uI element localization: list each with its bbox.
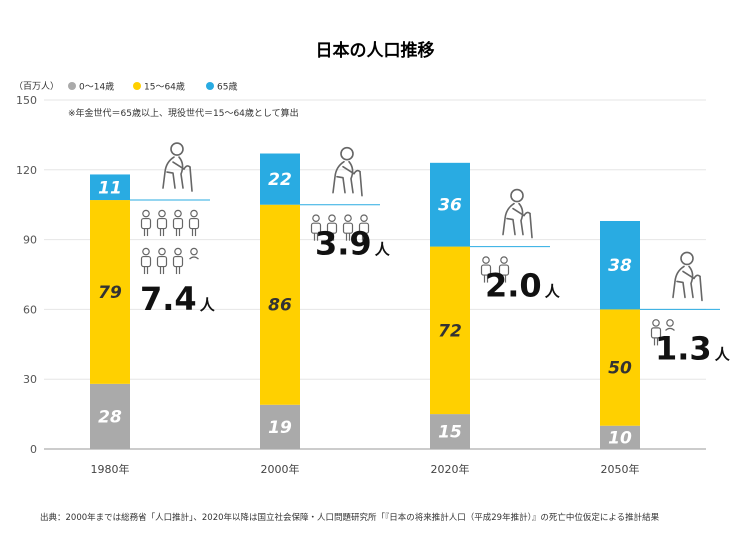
data-label: 15 <box>438 423 462 443</box>
bar-segment <box>90 383 130 449</box>
data-label: 50 <box>608 359 632 379</box>
chart-title: 日本の人口推移 <box>316 40 435 61</box>
ratio-label: 1.3 人 <box>655 329 731 367</box>
ratio-value: 7.4 <box>140 280 197 318</box>
y-axis-unit: （百万人） <box>14 81 59 92</box>
ratio-value: 3.9 <box>315 225 372 263</box>
data-label: 10 <box>608 428 632 448</box>
ratio-label: 7.4 人 <box>140 280 216 318</box>
legend-label: 65歳 <box>217 81 237 93</box>
chart-note: ※年金世代＝65歳以上、現役世代＝15〜64歳として算出 <box>68 107 299 119</box>
person-icon <box>342 214 354 241</box>
bar-segment <box>90 174 130 201</box>
person-icon <box>480 256 492 283</box>
person-icon <box>358 214 370 241</box>
bar-segment <box>430 414 470 449</box>
grid: 0 30 60 90 120 150 <box>16 94 706 456</box>
legend: 0〜14歳 15〜64歳 65歳 <box>68 81 237 93</box>
x-tick-label: 2020年 <box>431 462 470 476</box>
data-label: 38 <box>608 256 632 276</box>
bar-segment <box>260 204 300 405</box>
person-icon <box>498 256 510 283</box>
person-icon <box>188 209 200 237</box>
ratio-label: 3.9 人 <box>315 225 391 263</box>
legend-swatch <box>206 82 214 90</box>
y-tick-label: 90 <box>23 234 37 247</box>
source-note: 出典：2000年までは総務省「人口推計」、2020年以降は国立社会保障・人口問題… <box>40 512 660 523</box>
person-icon <box>172 247 184 275</box>
y-tick-label: 120 <box>16 164 37 177</box>
bar-segment <box>600 425 640 449</box>
y-tick-label: 30 <box>23 373 37 386</box>
bar-segment <box>90 200 130 384</box>
bar-segment <box>260 404 300 449</box>
elderly-person-icon <box>162 142 193 192</box>
person-icon <box>650 319 662 346</box>
data-label: 86 <box>268 296 292 316</box>
data-label: 72 <box>438 321 462 341</box>
legend-swatch <box>133 82 141 90</box>
ratio-unit: 人 <box>375 241 391 259</box>
person-icon <box>156 247 168 275</box>
elderly-person-icon <box>502 188 533 239</box>
bar-segment <box>430 246 470 415</box>
bar-segment <box>600 309 640 426</box>
data-label: 11 <box>98 178 122 198</box>
x-tick-label: 1980年 <box>91 462 130 476</box>
ratio-unit: 人 <box>545 283 561 301</box>
data-label: 22 <box>268 170 292 190</box>
x-tick-label: 2000年 <box>261 462 300 476</box>
bar-segment <box>430 162 470 247</box>
bar-segment <box>260 153 300 205</box>
ratio-annotations: 7.4 人3.9 人2.0 人1.3 人 <box>130 142 731 367</box>
person-icon <box>326 214 338 241</box>
legend-swatch <box>68 82 76 90</box>
legend-label: 0〜14歳 <box>79 81 114 93</box>
elderly-person-icon <box>672 251 703 302</box>
person-icon <box>156 209 168 237</box>
y-tick-label: 150 <box>16 94 37 107</box>
person-icon <box>140 247 152 275</box>
ratio-value: 2.0 <box>485 267 542 305</box>
partial-person-icon <box>189 247 199 260</box>
x-tick-label: 2050年 <box>601 462 640 476</box>
y-tick-label: 60 <box>23 303 37 316</box>
person-icon <box>140 209 152 237</box>
elderly-person-icon <box>332 146 363 197</box>
ratio-label: 2.0 人 <box>485 267 561 305</box>
data-label: 28 <box>98 407 122 427</box>
y-tick-label: 0 <box>30 443 37 456</box>
bars: 28 79 11 1980年 19 86 22 2000年 15 72 36 2020年 10 50 38 2… <box>90 153 640 476</box>
data-label: 79 <box>98 283 122 303</box>
person-icon <box>172 209 184 237</box>
legend-label: 15〜64歳 <box>144 81 185 93</box>
ratio-value: 1.3 <box>655 329 712 367</box>
ratio-unit: 人 <box>200 296 216 314</box>
data-label: 19 <box>268 418 292 438</box>
bar-segment <box>600 220 640 310</box>
ratio-unit: 人 <box>715 345 731 363</box>
partial-person-icon <box>665 319 675 331</box>
person-icon <box>310 214 322 241</box>
data-label: 36 <box>438 196 462 216</box>
